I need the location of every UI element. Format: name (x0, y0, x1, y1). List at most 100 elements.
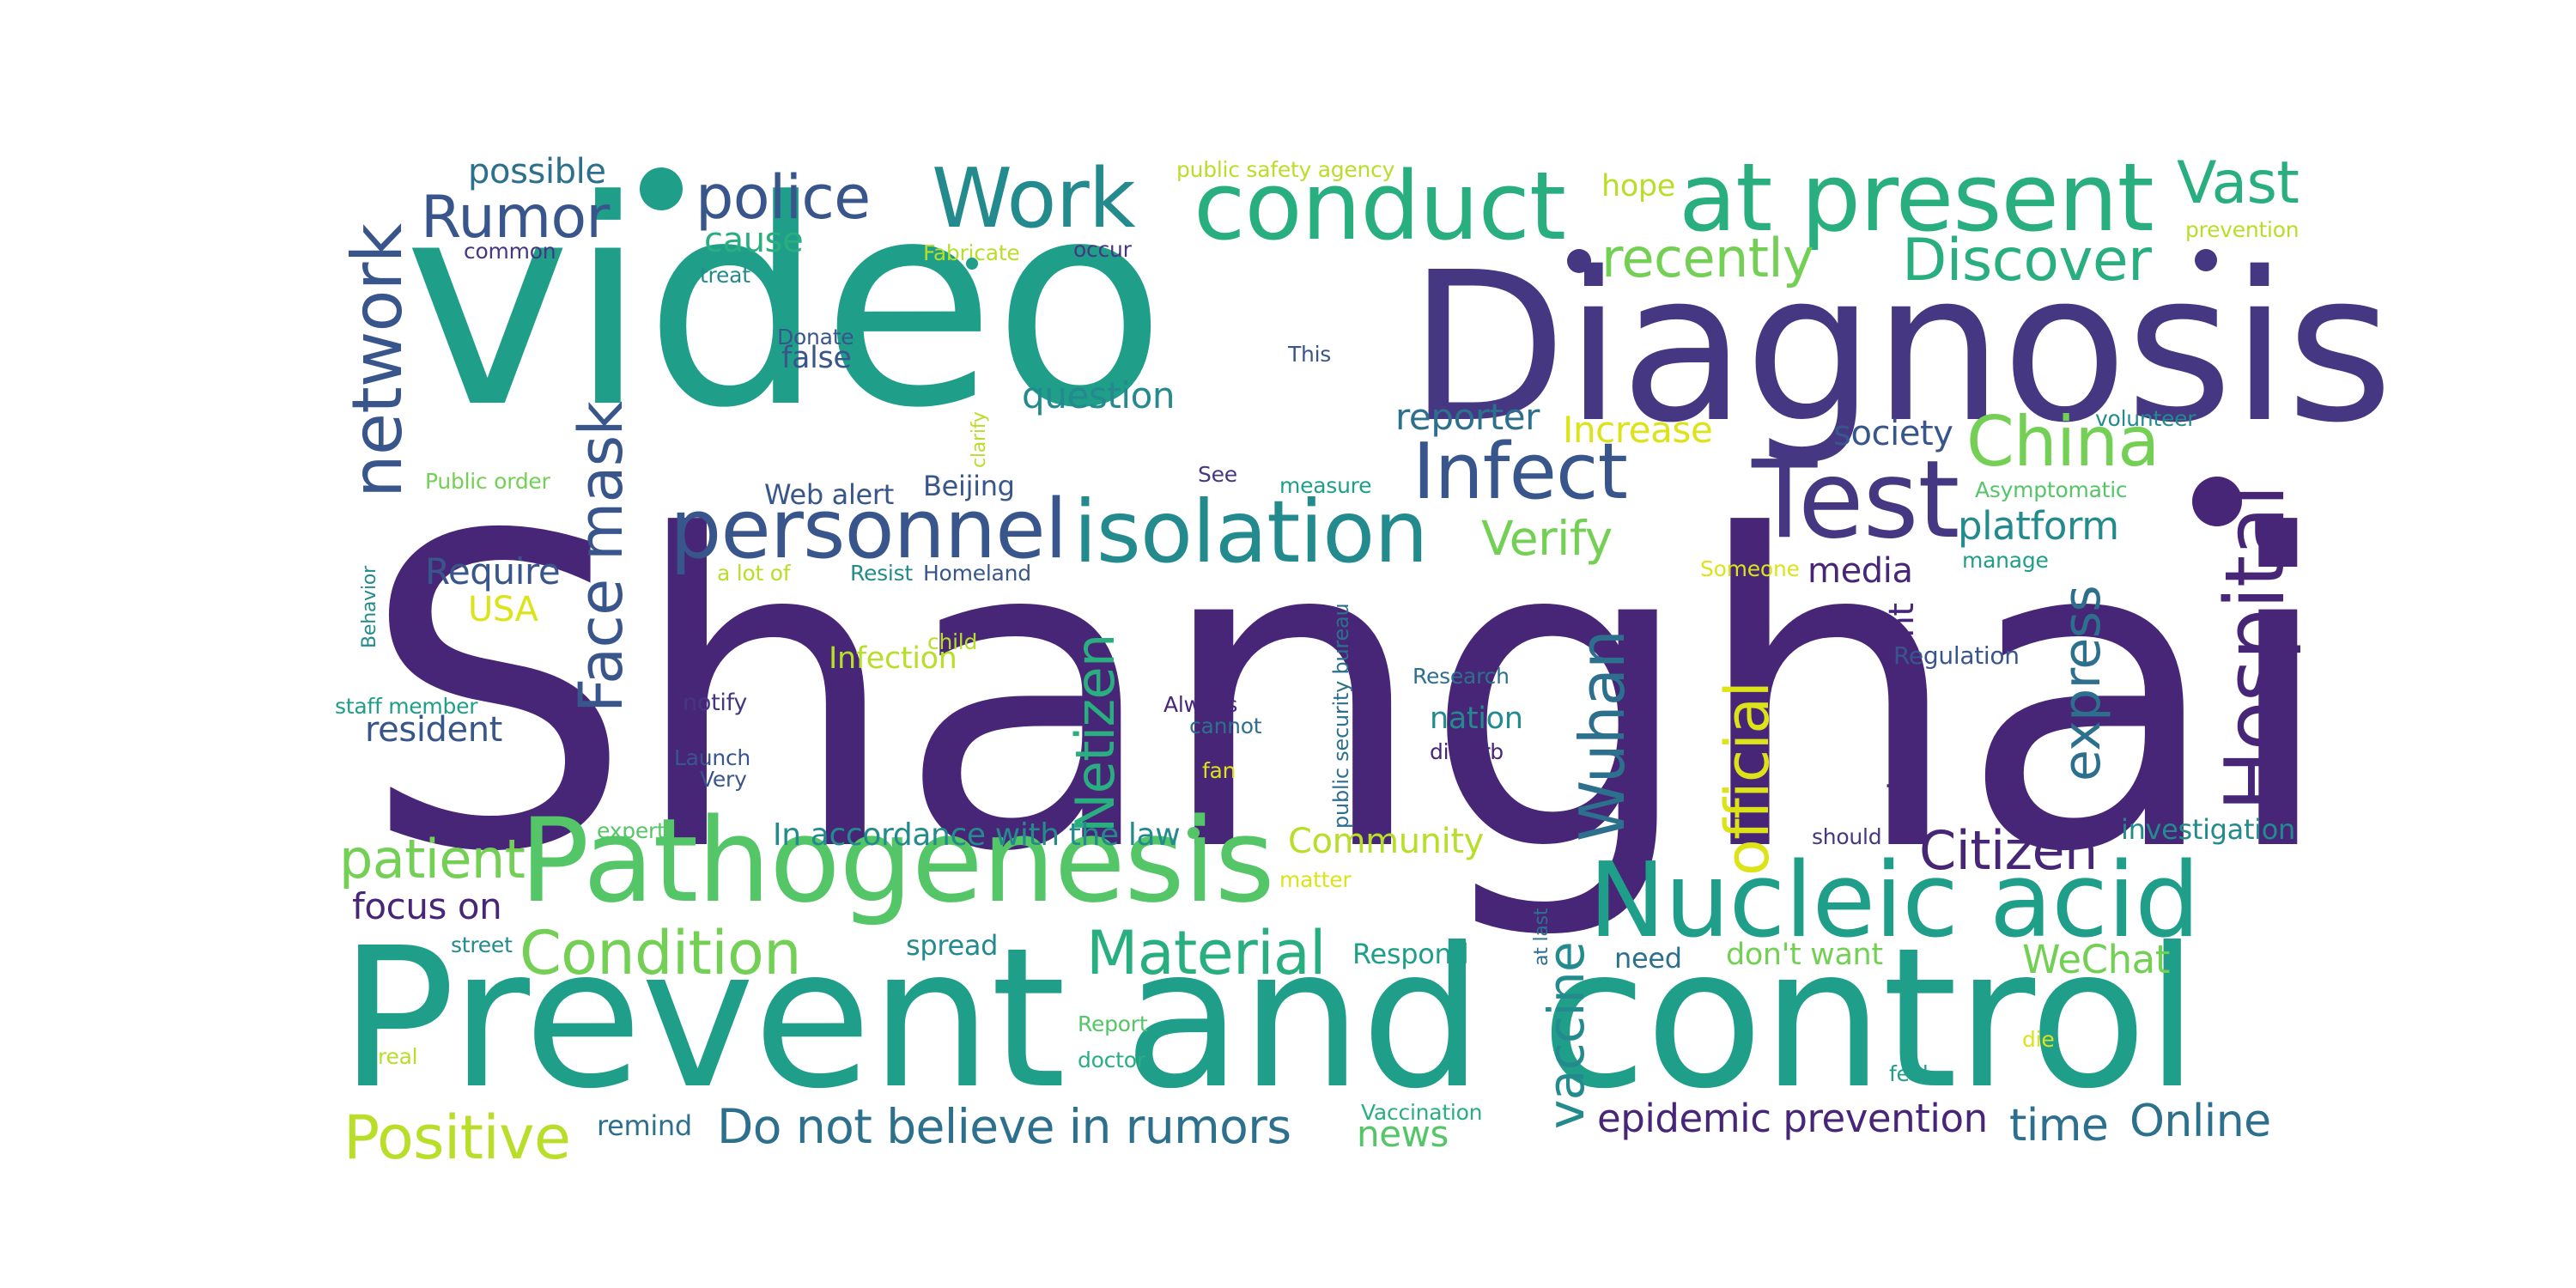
word-possible: possible (468, 152, 606, 191)
word-expert: expert (597, 818, 665, 843)
word-news: news (1357, 1113, 1449, 1155)
word-department: department (1882, 603, 1922, 803)
word-cannot: cannot (1189, 714, 1262, 738)
dot-mark (1188, 827, 1200, 839)
word-manage: manage (1962, 548, 2049, 573)
word-media: media (1807, 551, 1913, 591)
word-investigation: investigation (2121, 813, 2295, 846)
word-doctor: doctor (1078, 1048, 1145, 1072)
word-conduct: conduct (1194, 151, 1566, 261)
word-die: die (2022, 1027, 2055, 1052)
word-false: false (781, 341, 852, 375)
word-cause: cause (704, 221, 804, 260)
word-positive: Positive (343, 1103, 571, 1173)
word-occur: occur (1073, 237, 1132, 262)
word-behavior: Behavior (359, 566, 380, 648)
word-face-mask: Face mask (566, 401, 636, 713)
word-always: Always (1163, 692, 1238, 717)
word-citizen: Citizen (1919, 819, 2098, 882)
word-in-accordance-with-the-law: In accordance with the law (773, 817, 1181, 853)
word-beijing: Beijing (923, 470, 1015, 502)
word-isolation: isolation (1073, 482, 1429, 582)
word-resident: resident (365, 710, 502, 750)
word-time: time (2009, 1100, 2109, 1151)
word-wechat: WeChat (2022, 937, 2171, 982)
word-increase: Increase (1563, 409, 1713, 451)
word-street: street (451, 933, 513, 957)
word-resist: Resist (850, 561, 913, 586)
word-need: need (1614, 942, 1682, 975)
word-recently: recently (1601, 227, 1814, 289)
word-nucleic-acid: Nucleic acid (1589, 841, 2200, 961)
word-volunteer: volunteer (2095, 406, 2196, 431)
word-video: video (404, 140, 1166, 470)
word-diagnosis: Diagnosis (1408, 228, 2393, 468)
word-police: police (696, 162, 871, 233)
word-platform: platform (1958, 503, 2119, 549)
word-public-safety-agency: public safety agency (1176, 157, 1395, 182)
dot-mark (640, 167, 683, 210)
word-reporter: reporter (1395, 396, 1540, 438)
word-material: Material (1086, 918, 1326, 988)
word-public-security-bureau: public security bureau (1329, 603, 1353, 829)
word-work: Work (932, 152, 1136, 246)
word-network: network (337, 223, 417, 498)
word-official: official (1712, 681, 1783, 876)
word-discover: Discover (1902, 227, 2152, 295)
word-require: Require (425, 550, 561, 592)
word-feel: feel (1889, 1061, 1929, 1086)
word-respond: Respond (1352, 938, 1469, 970)
word-prevention: prevention (2185, 217, 2300, 242)
word-vast: Vast (2177, 149, 2300, 217)
word-netizen: Netizen (1064, 634, 1127, 833)
word-don-t-want: don't want (1726, 938, 1883, 972)
word-at-present: at present (1679, 143, 2154, 252)
word-infection: Infection (829, 641, 957, 676)
word-usa: USA (468, 590, 538, 629)
word-someone: Someone (1700, 556, 1800, 581)
word-remind: remind (597, 1109, 692, 1142)
word-fan: fan (1202, 758, 1236, 783)
word-hope: hope (1601, 169, 1675, 204)
word-notify: notify (683, 690, 748, 716)
word-nation: nation (1430, 702, 1523, 736)
word-question: question (1022, 374, 1176, 416)
word-matter: matter (1279, 867, 1352, 892)
word-regulation: Regulation (1893, 641, 2020, 670)
word-wuhan: Wuhan (1566, 629, 1638, 841)
word-should: should (1812, 824, 1882, 849)
word-online: Online (2129, 1096, 2271, 1147)
word-at-last: at last (1531, 908, 1552, 966)
word-verify: Verify (1481, 511, 1613, 566)
word-research: Research (1413, 664, 1510, 689)
word-disturb: disturb (1430, 739, 1504, 764)
word-test: Test (1752, 438, 1959, 562)
word-very: Very (700, 767, 747, 792)
word-vaccine: vaccine (1537, 941, 1595, 1129)
word-donate: Donate (777, 325, 854, 349)
word-epidemic-prevention: epidemic prevention (1597, 1096, 1988, 1141)
word-vaccination: Vaccination (1361, 1100, 1483, 1125)
word-launch: Launch (674, 745, 751, 770)
word-a-lot-of: a lot of (717, 561, 791, 586)
dot-mark (1567, 249, 1591, 273)
word-rumor: Rumor (421, 184, 610, 252)
word-staff-member: staff member (335, 694, 478, 719)
word-condition: Condition (519, 918, 801, 988)
word-real: real (378, 1044, 418, 1069)
word-child: child (927, 629, 978, 654)
dot-mark (2195, 249, 2217, 271)
word-patient: patient (339, 828, 526, 890)
word-see: See (1198, 462, 1237, 487)
word-infect: Infect (1413, 427, 1628, 517)
word-society: society (1833, 414, 1953, 453)
word-report: Report (1078, 1012, 1148, 1036)
word-express: express (2052, 585, 2112, 781)
word-do-not-believe-in-rumors: Do not believe in rumors (717, 1099, 1291, 1154)
word-pathogenesis: Pathogenesis (519, 793, 1275, 928)
word-hospital: Hospital (2208, 484, 2303, 811)
word-asymptomatic: Asymptomatic (1975, 477, 2128, 502)
dot-mark (2192, 477, 2242, 526)
word-homeland: Homeland (923, 561, 1031, 586)
